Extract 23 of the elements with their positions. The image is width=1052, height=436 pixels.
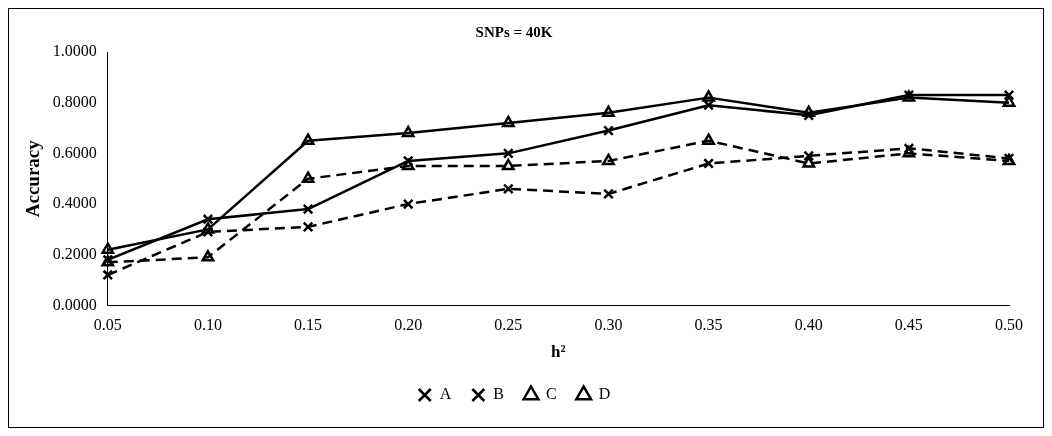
legend-label: D	[598, 385, 611, 403]
y-tick-label: 0.8000	[52, 92, 97, 110]
x-tick-label: 0.40	[794, 316, 823, 334]
legend-label: A	[439, 385, 452, 403]
y-tick-label: 0.6000	[52, 143, 97, 161]
x-tick-label: 0.50	[995, 316, 1023, 334]
x-tick-label: 0.30	[594, 316, 623, 334]
x-tick-label: 0.25	[494, 316, 523, 334]
x-tick-label: 0.10	[193, 316, 222, 334]
y-tick-label: 0.2000	[52, 244, 97, 262]
x-tick-label: 0.05	[93, 316, 122, 334]
y-tick-label: 1.0000	[52, 42, 97, 60]
x-tick-label: 0.35	[694, 316, 723, 334]
legend-label: C	[546, 385, 557, 403]
legend-label: B	[493, 385, 504, 403]
y-tick-label: 0.0000	[52, 295, 97, 313]
chart-title: SNPs = 40K	[475, 23, 553, 40]
x-tick-label: 0.20	[394, 316, 423, 334]
x-tick-label: 0.15	[294, 316, 323, 334]
y-tick-label: 0.4000	[52, 194, 97, 212]
x-axis-title: h²	[551, 342, 566, 362]
y-axis-title: Accuracy	[22, 139, 44, 218]
x-tick-label: 0.45	[894, 316, 923, 334]
